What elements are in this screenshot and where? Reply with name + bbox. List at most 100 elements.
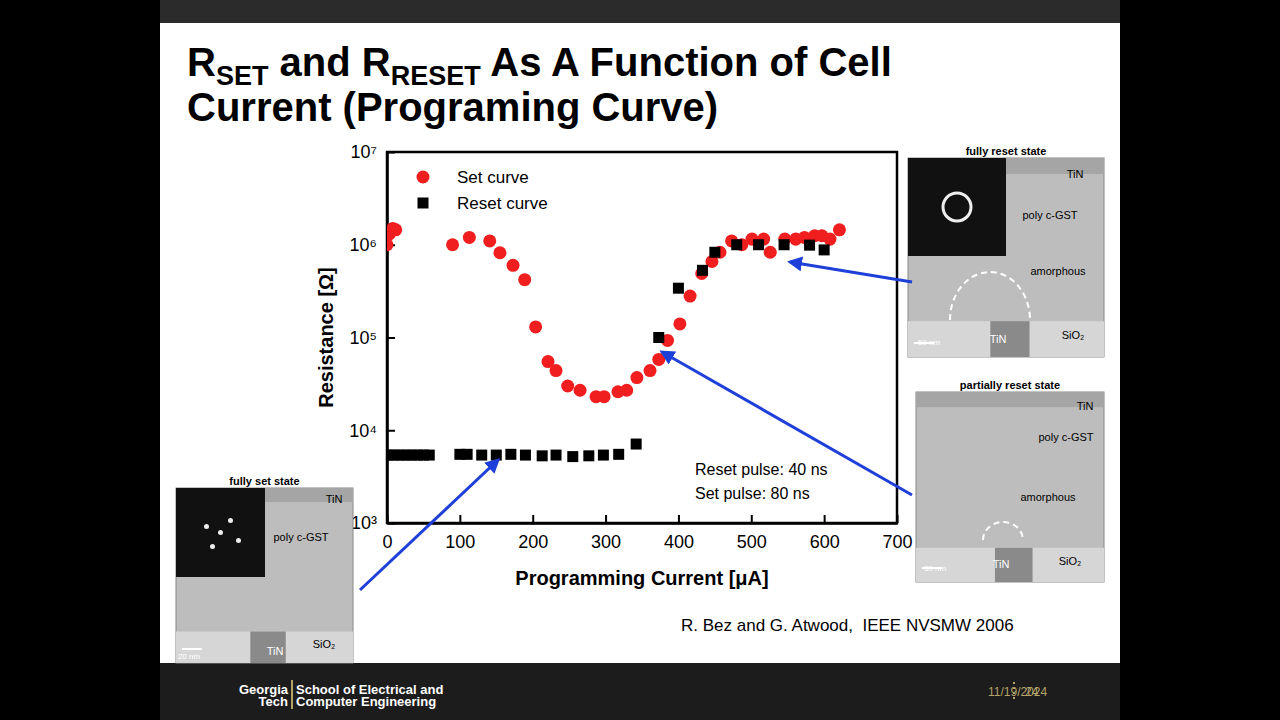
tem-background [908, 158, 1104, 357]
pointer-arrow [662, 352, 912, 495]
image-label: TiN [993, 558, 1010, 570]
annotation: Set pulse: 80 ns [695, 485, 810, 502]
data-point [753, 239, 764, 250]
data-point [833, 223, 846, 236]
diffraction-spot [236, 538, 241, 543]
data-point [567, 451, 578, 462]
title-segment: As A Function of Cell [481, 40, 892, 84]
image-label: SiO₂ [1059, 555, 1082, 567]
x-axis: 0100200300400500600700 [382, 515, 912, 552]
data-point [631, 439, 642, 450]
footer-logo: Tech [259, 694, 288, 709]
image-label: TiN [267, 645, 284, 657]
diffraction-spot [228, 518, 233, 523]
x-tick: 600 [810, 515, 840, 552]
image-label: poly c-GST [1022, 209, 1077, 221]
x-tick-label: 500 [737, 532, 767, 552]
y-tick-label: 10⁶ [350, 235, 377, 255]
tem-electrode [990, 321, 1029, 357]
scale-bar [182, 648, 202, 650]
image-label: TiN [1077, 400, 1094, 412]
diffraction-ring [943, 193, 971, 221]
image-label: SiO₂ [1062, 329, 1085, 341]
diffraction-spot [204, 524, 209, 529]
slide-title: RSET and RRESET As A Function of Cell [187, 40, 892, 91]
data-point [673, 283, 684, 294]
data-point [491, 450, 502, 461]
footer-school: Computer Engineering [296, 694, 436, 709]
footer-dots [1013, 682, 1015, 701]
data-point [389, 223, 402, 236]
data-point [644, 364, 657, 377]
x-tick: 500 [737, 515, 767, 552]
data-point [446, 238, 459, 251]
x-tick-label: 100 [445, 532, 475, 552]
data-point [779, 239, 790, 250]
diffraction-spot [218, 530, 223, 535]
plot-marks [387, 222, 846, 462]
y-tick-label: 10⁴ [349, 421, 377, 441]
image-label: TiN [326, 493, 343, 505]
x-tick: 100 [445, 515, 475, 552]
data-point [697, 265, 708, 276]
y-tick-label: 10⁷ [350, 142, 377, 162]
footer-date: 11/19/2024 [988, 685, 1047, 699]
tem-background [176, 488, 353, 663]
annotation: Reset pulse: 40 ns [695, 461, 828, 478]
data-point [819, 244, 830, 255]
image-label: amorphous [1020, 491, 1076, 503]
y-tick-label: 10³ [351, 513, 377, 533]
plot-frame [387, 152, 897, 523]
diffraction-inset [908, 158, 1006, 256]
data-point [462, 449, 473, 460]
data-point [764, 246, 777, 259]
amorphous-outline [983, 522, 1023, 540]
data-point [731, 239, 742, 250]
y-axis-title: Resistance [Ω] [315, 267, 337, 408]
image-label: SiO₂ [313, 638, 336, 650]
pointer-arrow [360, 460, 498, 590]
legend-label: Reset curve [457, 194, 548, 213]
tem-electrode [250, 632, 285, 664]
data-point [598, 450, 609, 461]
data-point [709, 247, 720, 258]
image-label: 50 nm [918, 338, 941, 347]
footer-bar [160, 663, 1120, 720]
data-point [483, 234, 496, 247]
data-point [673, 317, 686, 330]
legend-symbol [416, 170, 429, 183]
x-axis-title: Programming Current [μA] [515, 567, 768, 589]
title-segment: R [187, 40, 216, 84]
data-point [630, 371, 643, 384]
series [387, 222, 846, 403]
data-point [476, 450, 487, 461]
tem-oxide [916, 548, 1104, 582]
x-tick: 300 [591, 515, 621, 552]
page: RSET and RRESET As A Function of CellCur… [0, 0, 1280, 720]
data-point [598, 390, 611, 403]
image-label: TiN [1067, 168, 1084, 180]
data-point [574, 384, 587, 397]
data-point [823, 233, 836, 246]
x-tick-label: 300 [591, 532, 621, 552]
data-point [804, 240, 815, 251]
data-point [652, 353, 665, 366]
x-tick-label: 700 [882, 532, 912, 552]
image-label: amorphous [1030, 265, 1086, 277]
outer-background [0, 0, 1280, 720]
image-heading: partially reset state [960, 379, 1060, 391]
x-tick-label: 200 [518, 532, 548, 552]
data-point [653, 332, 664, 343]
slide-title: Current (Programing Curve) [187, 85, 718, 129]
data-point [537, 450, 548, 461]
image-heading: fully reset state [966, 145, 1047, 157]
tem-image [176, 488, 353, 663]
image-label: TiN [990, 333, 1007, 345]
title-segment: and R [268, 40, 390, 84]
data-point [424, 450, 435, 461]
slide-canvas: RSET and RRESET As A Function of CellCur… [0, 0, 1280, 720]
data-point [620, 384, 633, 397]
citation: R. Bez and G. Atwood, IEEE NVSMW 2006 [681, 616, 1014, 635]
image-heading: fully set state [229, 475, 299, 487]
data-point [583, 450, 594, 461]
